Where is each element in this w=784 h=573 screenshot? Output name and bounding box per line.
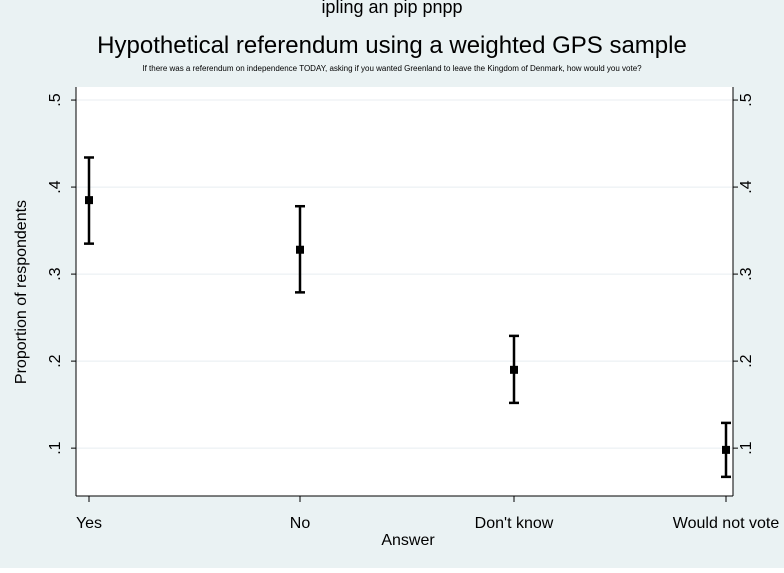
data-point-3 — [722, 445, 730, 454]
top-caption: ipling an pip pnpp — [321, 0, 462, 17]
y-left-tick-label-2: .3 — [47, 267, 64, 280]
x-tick-label-1: No — [290, 515, 311, 532]
chart-subtitle: If there was a referendum on independenc… — [142, 64, 642, 73]
axes — [71, 87, 738, 502]
y-right-tick-label-1: .2 — [738, 354, 755, 367]
x-tick-label-2: Don't know — [475, 515, 554, 532]
gridlines — [76, 99, 733, 449]
x-tick-label-0: Yes — [76, 515, 102, 532]
data-point-1 — [296, 245, 304, 254]
x-axis-label: Answer — [381, 532, 435, 549]
data-point-2 — [510, 365, 518, 374]
y-right-tick-label-4: .5 — [738, 93, 755, 106]
data-series — [84, 156, 731, 479]
y-axis-label: Proportion of respondents — [13, 200, 30, 384]
y-right-tick-label-3: .4 — [738, 180, 755, 193]
plot-area — [76, 87, 733, 496]
chart-title: Hypothetical referendum using a weighted… — [97, 32, 687, 59]
y-left-tick-label-4: .5 — [47, 93, 64, 106]
y-left-tick-label-0: .1 — [47, 441, 64, 454]
y-right-tick-label-2: .3 — [738, 267, 755, 280]
tick-labels: .1 .1 .2 .2 .3 .3 .4 .4 .5 .5 Yes No Don't know Would… — [47, 93, 779, 532]
y-left-tick-label-3: .4 — [47, 180, 64, 193]
x-tick-label-3: Would not vote — [673, 515, 780, 532]
y-right-tick-label-0: .1 — [738, 441, 755, 454]
y-left-tick-label-1: .2 — [47, 354, 64, 367]
data-point-0 — [85, 196, 93, 205]
